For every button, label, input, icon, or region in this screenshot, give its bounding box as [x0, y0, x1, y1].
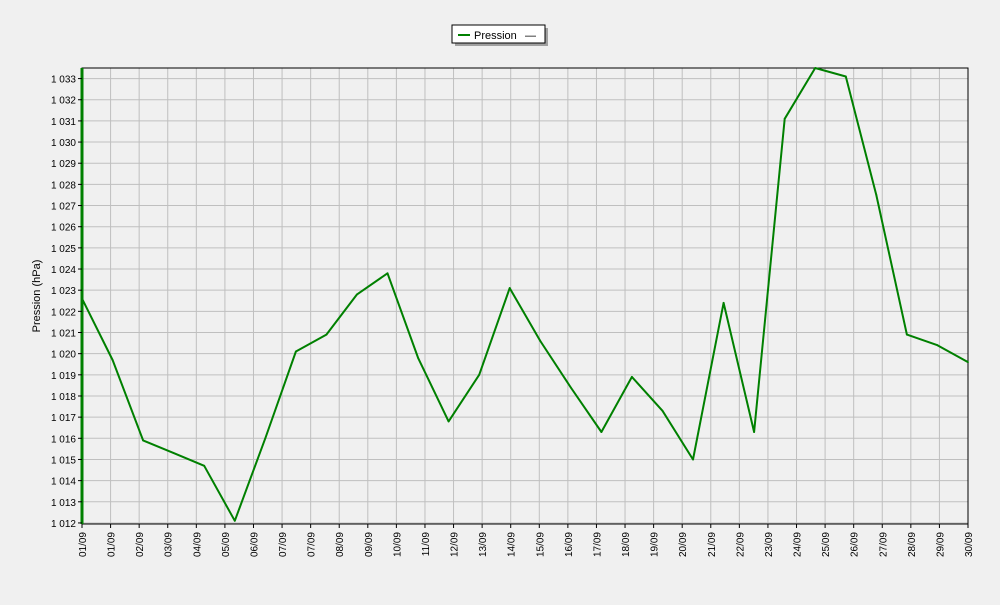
- x-tick-label: 15/09: [535, 532, 546, 557]
- data-point: [783, 117, 786, 120]
- x-tick-label: 24/09: [793, 532, 804, 557]
- x-tick-label: 07/09: [307, 532, 318, 557]
- series-line-pression: [81, 67, 969, 522]
- y-tick-label: 1 027: [51, 202, 76, 213]
- x-tick-label: 04/09: [192, 532, 203, 557]
- data-point: [692, 458, 694, 461]
- data-point: [203, 464, 206, 467]
- y-tick-label: 1 024: [51, 265, 76, 276]
- plot-frame: [80, 67, 969, 525]
- data-point: [478, 373, 481, 376]
- data-point: [661, 409, 664, 412]
- data-point: [722, 301, 725, 304]
- data-point: [844, 75, 847, 78]
- x-tick-label: 19/09: [650, 532, 661, 557]
- data-point: [905, 333, 908, 336]
- data-point: [325, 333, 328, 336]
- y-tick-label: 1 019: [51, 371, 76, 382]
- y-tick-label: 1 014: [51, 477, 76, 488]
- x-tick-label: 18/09: [621, 532, 632, 557]
- x-tick-label: 28/09: [907, 532, 918, 557]
- x-tick-label: 10/09: [392, 532, 403, 557]
- x-tick-label: 08/09: [335, 532, 346, 557]
- y-tick-label: 1 017: [51, 413, 76, 424]
- x-tick-label: 27/09: [878, 532, 889, 557]
- y-tick-label: 1 033: [51, 75, 76, 86]
- data-point: [936, 344, 939, 347]
- data-point: [417, 356, 419, 359]
- y-tick-label: 1 023: [51, 286, 76, 297]
- data-point: [600, 431, 603, 433]
- y-tick-label: 1 015: [51, 455, 76, 466]
- legend-box: [451, 24, 546, 44]
- data-point: [967, 361, 969, 364]
- data-point: [569, 386, 572, 389]
- data-point: [753, 431, 756, 433]
- x-tick-label: 03/09: [164, 532, 175, 557]
- data-point: [111, 359, 114, 361]
- legend-entry-pression: Pression: [474, 30, 517, 42]
- data-point: [386, 272, 389, 275]
- y-tick-label: 1 020: [51, 350, 76, 361]
- x-tick-label: 14/09: [507, 532, 518, 557]
- data-point: [294, 350, 297, 353]
- data-point: [631, 376, 633, 378]
- y-tick-label: 1 021: [51, 329, 76, 340]
- y-tick-label: 1 022: [51, 307, 76, 318]
- series-layer: [81, 67, 969, 522]
- x-tick-label: 12/09: [450, 532, 461, 557]
- grid: [81, 68, 969, 524]
- data-point: [447, 420, 450, 423]
- x-tick-label: 07/09: [278, 532, 289, 557]
- data-point: [356, 293, 358, 296]
- x-tick-label: 13/09: [478, 532, 489, 557]
- y-tick-label: 1 028: [51, 180, 76, 191]
- data-point: [264, 437, 267, 440]
- legend: Pression —: [451, 24, 548, 46]
- x-tick-label: 16/09: [564, 532, 575, 557]
- y-tick-label: 1 031: [51, 117, 76, 128]
- x-tick-label: 01/09: [107, 532, 118, 557]
- y-tick-label: 1 018: [51, 392, 76, 403]
- x-tick-label: 09/09: [364, 532, 375, 557]
- x-tick-label: 22/09: [735, 532, 746, 557]
- x-tick-label: 17/09: [592, 532, 603, 557]
- y-axis: 1 012 1 013 1 014 1 015 1 016 1 017 1 018 1 019…: [51, 75, 82, 530]
- data-point: [233, 519, 236, 522]
- x-tick-label: 11/09: [421, 532, 432, 557]
- data-point: [508, 287, 511, 289]
- y-tick-label: 1 030: [51, 138, 76, 149]
- x-tick-label: 05/09: [221, 532, 232, 557]
- x-tick-label: 01/09: [78, 532, 89, 557]
- data-point: [875, 194, 878, 196]
- y-tick-label: 1 016: [51, 434, 76, 445]
- x-tick-label: 29/09: [935, 532, 946, 557]
- data-point: [81, 297, 83, 300]
- data-point: [539, 340, 542, 342]
- x-tick-label: 02/09: [135, 532, 146, 557]
- plot-area: [82, 68, 968, 524]
- x-tick-label: 21/09: [707, 532, 718, 557]
- y-axis-label: Pression (hPa): [31, 260, 43, 333]
- x-tick-label: 20/09: [678, 532, 689, 557]
- x-tick-label: 06/09: [249, 532, 260, 557]
- legend-entry-dash: —: [525, 30, 536, 42]
- y-tick-label: 1 025: [51, 244, 76, 255]
- data-point: [172, 452, 175, 455]
- y-tick-label: 1 012: [51, 519, 76, 530]
- x-tick-label: 26/09: [850, 532, 861, 557]
- x-tick-label: 23/09: [764, 532, 775, 557]
- data-point: [814, 67, 817, 69]
- y-tick-label: 1 013: [51, 498, 76, 509]
- y-tick-label: 1 032: [51, 96, 76, 107]
- x-axis: 01/09 01/09 02/09 03/09 04/09 05/09 06/09 07/09…: [78, 524, 975, 557]
- y-tick-label: 1 026: [51, 223, 76, 234]
- x-tick-label: 30/09: [964, 532, 975, 557]
- x-tick-label: 25/09: [821, 532, 832, 557]
- data-point: [142, 439, 145, 442]
- y-tick-label: 1 029: [51, 159, 76, 170]
